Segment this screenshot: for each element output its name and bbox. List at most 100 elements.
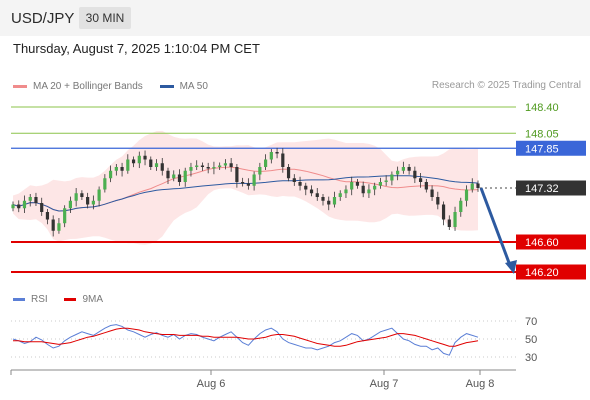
rsi-swatch	[13, 298, 25, 301]
x-tick-label-0: Aug 6	[197, 378, 226, 390]
candle-body	[378, 182, 383, 186]
candle-body	[286, 167, 291, 179]
candle-body	[160, 163, 164, 171]
candle-body	[108, 170, 113, 179]
candle-body	[74, 193, 78, 201]
candle-body	[241, 182, 245, 184]
candle-body	[355, 182, 360, 186]
legend-ma50: MA 50	[159, 81, 208, 92]
candle-body	[45, 212, 50, 220]
candle-body	[436, 197, 440, 205]
legend-ma20-label: MA 20 + Bollinger Bands	[33, 81, 143, 92]
candle-body	[195, 165, 199, 167]
candle-body	[470, 183, 474, 190]
candle-body	[120, 167, 124, 171]
candle-body	[321, 197, 325, 201]
candle-body	[212, 167, 216, 169]
timeframe-badge[interactable]: 30 MIN	[79, 7, 131, 29]
candle-body	[384, 180, 388, 182]
level-label-box-3	[516, 180, 586, 196]
rsi-tick-50: 50	[525, 334, 537, 346]
ma50-swatch	[159, 85, 174, 88]
level-label-3: 147.32	[525, 183, 559, 195]
candle-body	[252, 174, 256, 186]
legend-rsi-ma: 9MA	[64, 294, 103, 305]
level-label-1: 148.05	[525, 128, 559, 140]
candle-body	[223, 163, 228, 166]
candle-body	[40, 203, 44, 212]
forecast-arrow-shaft	[479, 187, 513, 269]
price-legend: MA 20 + Bollinger Bands MA 50	[13, 80, 222, 92]
symbol-label: USD/JPY	[11, 10, 75, 27]
legend-rsi-label: RSI	[31, 294, 48, 305]
copyright: Research © 2025 Trading Central	[431, 80, 581, 91]
candle-body	[154, 163, 159, 167]
candle-body	[86, 197, 90, 205]
ma20-swatch	[13, 85, 27, 88]
candle-body	[218, 165, 222, 167]
candle-body	[206, 167, 210, 169]
forecast-arrow-head	[505, 260, 517, 274]
legend-ma20: MA 20 + Bollinger Bands	[13, 81, 143, 92]
candle-body	[11, 204, 15, 209]
x-tick-label-2: Aug 8	[466, 378, 495, 390]
candle-body	[447, 219, 451, 227]
candle-body	[464, 189, 469, 201]
candle-body	[396, 170, 400, 175]
candle-body	[332, 197, 337, 205]
candle-body	[424, 182, 428, 190]
candle-body	[344, 189, 348, 194]
level-label-4: 146.60	[525, 237, 559, 249]
level-label-0: 148.40	[525, 102, 559, 114]
level-label-box-4	[516, 234, 586, 250]
level-label-2: 147.85	[525, 143, 559, 155]
candle-body	[91, 200, 95, 205]
candle-body	[430, 189, 434, 197]
legend-rsi: RSI	[13, 294, 48, 305]
timestamp: Thursday, August 7, 2025 1:10:04 PM CET	[13, 41, 260, 56]
candle-body	[166, 170, 170, 179]
candle-body	[263, 159, 268, 167]
candle-body	[149, 159, 153, 167]
candle-body	[373, 185, 377, 190]
candle-body	[172, 174, 176, 179]
candle-body	[114, 167, 118, 171]
bollinger-band	[13, 130, 478, 245]
candle-body	[338, 193, 342, 197]
candle-body	[103, 178, 107, 190]
candle-body	[57, 223, 61, 231]
candle-body	[177, 174, 182, 182]
candle-body	[413, 170, 417, 179]
candle-body	[327, 200, 331, 205]
rsi-line	[12, 324, 479, 356]
candle-body	[137, 155, 141, 164]
candle-body	[97, 189, 101, 201]
candle-body	[309, 189, 314, 194]
level-label-box-5	[516, 264, 586, 280]
candle-body	[281, 153, 285, 167]
legend-rsi-ma-label: 9MA	[82, 294, 104, 305]
candle-body	[304, 185, 308, 190]
level-label-5: 146.20	[525, 267, 559, 279]
candle-body	[476, 183, 480, 188]
candle-body	[80, 193, 84, 197]
ma50-line	[12, 175, 479, 212]
candle-body	[51, 219, 55, 231]
rsi-ma-swatch	[64, 298, 77, 301]
rsi-tick-70: 70	[525, 316, 537, 328]
candle-body	[131, 159, 136, 164]
candle-body	[200, 165, 205, 167]
candle-body	[246, 183, 250, 186]
candle-body	[453, 212, 457, 227]
candle-body	[126, 159, 130, 171]
level-label-box-2	[516, 140, 586, 156]
candle-body	[28, 197, 32, 201]
x-tick-label-1: Aug 7	[370, 378, 399, 390]
candle-body	[34, 197, 38, 203]
rsi-legend: RSI 9MA	[13, 293, 117, 305]
candle-body	[361, 185, 365, 194]
chart-header: USD/JPY 30 MIN	[0, 0, 590, 36]
candle-body	[269, 152, 273, 160]
rsi-ma-line	[13, 327, 479, 347]
candle-body	[418, 178, 423, 182]
